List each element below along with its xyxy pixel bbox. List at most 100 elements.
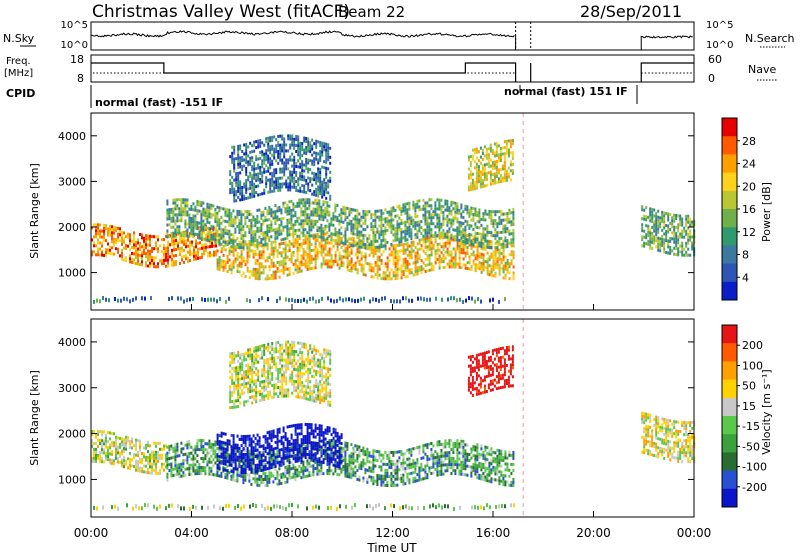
- power-cell: [426, 228, 429, 232]
- power-cell: [278, 242, 281, 246]
- power-cell: [476, 245, 479, 249]
- power-cell: [293, 182, 296, 186]
- power-cell: [647, 215, 650, 219]
- power-cell: [250, 270, 253, 274]
- velocity-cell: [194, 445, 197, 449]
- power-cell: [237, 171, 240, 175]
- power-cell: [258, 256, 261, 260]
- power-cell: [328, 228, 331, 232]
- power-cell: [336, 245, 339, 249]
- freq-right-tick-bottom: 0: [708, 72, 715, 85]
- power-cell: [428, 247, 431, 251]
- power-cell: [304, 207, 307, 211]
- power-cell: [481, 173, 484, 176]
- power-cell: [479, 185, 482, 189]
- power-cell: [432, 216, 435, 220]
- power-cell: [268, 205, 271, 209]
- power-cell: [311, 147, 314, 151]
- power-cell: [285, 182, 288, 186]
- power-cell: [329, 197, 332, 201]
- power-cell: [410, 219, 413, 223]
- power-cell: [153, 247, 155, 251]
- power-cell: [109, 233, 111, 237]
- power-cell: [218, 233, 221, 237]
- power-cell: [255, 191, 258, 195]
- power-cell: [504, 243, 507, 247]
- power-cell: [326, 231, 329, 235]
- velocity-cell: [246, 467, 249, 471]
- power-cell: [289, 173, 292, 177]
- power-cell: [390, 227, 393, 231]
- power-cell: [281, 146, 284, 150]
- power-cell: [420, 265, 423, 269]
- power-cell: [196, 224, 199, 228]
- power-cell: [416, 242, 419, 246]
- power-cell: [394, 253, 397, 257]
- power-cell: [206, 217, 209, 221]
- power-cell: [406, 242, 409, 246]
- power-cell: [284, 247, 287, 251]
- power-cell: [276, 218, 279, 222]
- power-cell: [247, 145, 250, 149]
- power-cell: [503, 170, 506, 174]
- velocity-cell: [163, 444, 165, 448]
- power-cell: [240, 241, 243, 245]
- power-cell: [358, 230, 361, 234]
- power-cell: [453, 296, 455, 301]
- power-cell: [318, 235, 321, 239]
- power-cell: [430, 228, 433, 232]
- power-cell: [374, 218, 377, 222]
- power-cell: [498, 272, 501, 276]
- power-cell: [486, 233, 489, 237]
- power-cell: [274, 210, 277, 214]
- power-cell: [442, 260, 445, 263]
- power-cell: [675, 247, 678, 250]
- power-cell: [121, 242, 123, 246]
- power-cell: [398, 225, 401, 229]
- power-cell: [205, 227, 207, 231]
- power-cell: [416, 251, 419, 255]
- power-cell: [328, 225, 331, 229]
- power-cell: [677, 235, 680, 239]
- power-cell: [129, 239, 131, 243]
- power-cell: [218, 242, 221, 246]
- velocity-cell: [172, 473, 175, 477]
- power-cell: [188, 234, 191, 238]
- power-cell: [675, 241, 678, 244]
- power-cell: [354, 220, 357, 224]
- power-cell: [266, 277, 269, 281]
- power-cell: [488, 246, 491, 249]
- power-cell: [249, 183, 252, 187]
- velocity-cell: [272, 480, 275, 484]
- power-cell: [135, 262, 137, 265]
- power-cell: [330, 265, 333, 269]
- power-cell: [165, 246, 167, 250]
- velocity-cell: [308, 474, 311, 478]
- power-cell: [320, 250, 323, 254]
- velocity-cell: [105, 451, 107, 455]
- velocity-cell: [236, 479, 239, 483]
- power-cell: [325, 196, 328, 200]
- power-cell: [510, 250, 513, 254]
- velocity-cell: [95, 435, 97, 439]
- power-cell: [259, 150, 262, 154]
- power-cell: [362, 264, 365, 268]
- power-cell: [278, 217, 281, 221]
- power-cell: [274, 246, 277, 250]
- power-cell: [117, 298, 119, 303]
- power-cell: [258, 271, 261, 275]
- power-cell: [275, 159, 278, 163]
- power-cell: [274, 231, 277, 235]
- power-cell: [438, 248, 441, 252]
- power-cell: [468, 255, 471, 259]
- power-cell: [494, 222, 497, 226]
- power-cell: [186, 213, 189, 217]
- power-cell: [467, 173, 470, 177]
- power-cell: [438, 254, 441, 258]
- velocity-cell: [176, 466, 179, 470]
- power-cell: [326, 250, 329, 254]
- power-cell: [269, 190, 272, 194]
- power-cell: [643, 208, 646, 212]
- power-cell: [428, 256, 431, 260]
- power-cell: [262, 234, 265, 238]
